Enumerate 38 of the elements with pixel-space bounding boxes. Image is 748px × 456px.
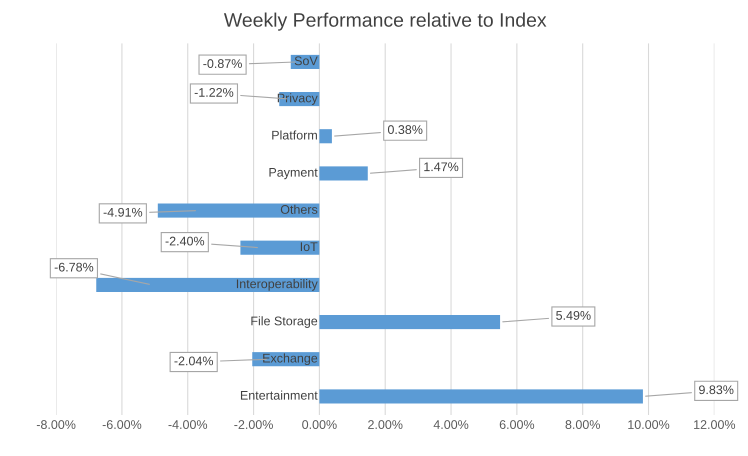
- y-tick-label: Interoperability: [236, 279, 318, 291]
- data-label: -2.40%: [166, 236, 204, 246]
- x-tick-label: 8.00%: [566, 420, 600, 430]
- bar: [319, 129, 332, 144]
- y-tick-label: Platform: [272, 130, 317, 140]
- data-label: -0.87%: [203, 59, 242, 68]
- x-tick-label: -4.00%: [168, 420, 208, 430]
- x-tick-label: 2.00%: [368, 420, 402, 430]
- x-tick-label: 0.00%: [302, 420, 337, 430]
- bar: [319, 389, 643, 404]
- bar: [319, 166, 368, 180]
- data-label: 0.38%: [388, 125, 422, 134]
- x-tick-label: 4.00%: [434, 420, 468, 430]
- bar: [158, 203, 320, 218]
- y-tick-label: Payment: [269, 168, 318, 180]
- chart-title: Weekly Performance relative to Index: [224, 12, 546, 31]
- data-label: 9.83%: [699, 385, 734, 394]
- data-label: -6.78%: [54, 262, 94, 272]
- data-label: -4.91%: [104, 208, 142, 217]
- bar: [96, 278, 320, 292]
- y-tick-label: Entertainment: [240, 390, 318, 400]
- y-tick-label: Exchange: [263, 353, 318, 366]
- x-tick-label: -8.00%: [36, 420, 76, 430]
- x-tick-label: -6.00%: [102, 420, 142, 430]
- data-label: -1.22%: [194, 88, 234, 97]
- bar: [240, 240, 320, 255]
- x-tick-label: -2.00%: [234, 420, 273, 430]
- bar: [319, 314, 500, 330]
- data-label: 1.47%: [424, 162, 458, 172]
- x-tick-label: 12.00%: [694, 420, 736, 430]
- data-label: 5.49%: [556, 311, 591, 320]
- x-tick-label: 6.00%: [500, 420, 534, 430]
- y-tick-label: Others: [280, 204, 318, 214]
- y-tick-label: SoV: [294, 56, 318, 66]
- x-tick-label: 10.00%: [628, 420, 670, 430]
- y-tick-label: IoT: [300, 242, 318, 252]
- data-label: -2.04%: [174, 356, 214, 366]
- y-tick-label: File Storage: [251, 316, 318, 328]
